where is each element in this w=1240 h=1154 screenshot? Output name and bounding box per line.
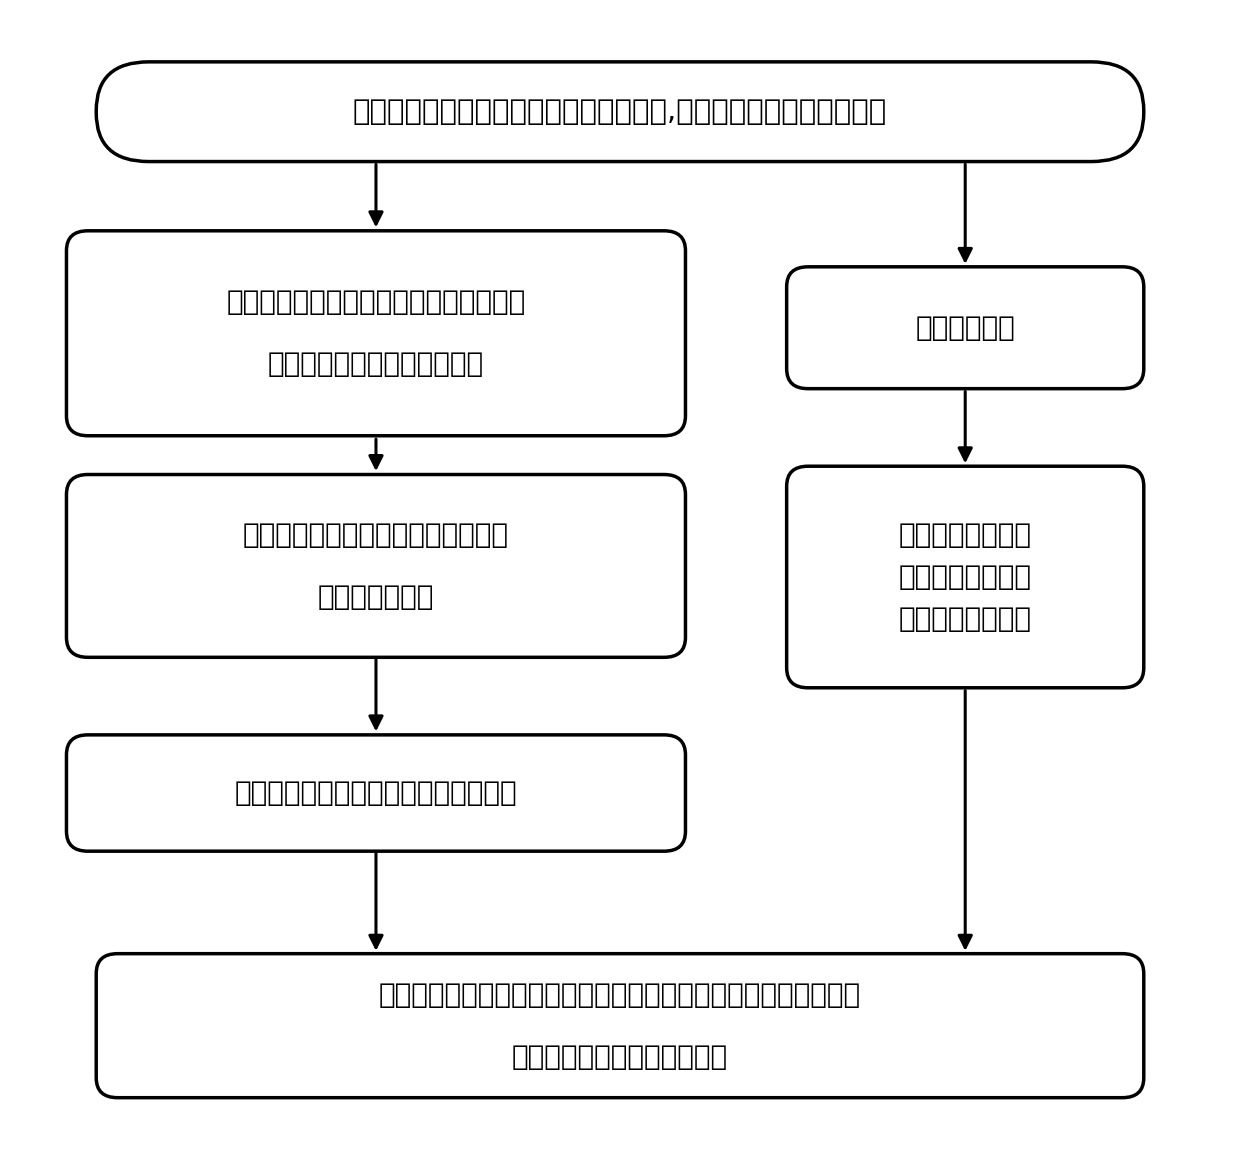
Text: 由卫星信号和干扰信号的达到角，计算卫: 由卫星信号和干扰信号的达到角，计算卫 bbox=[227, 288, 526, 316]
Text: 将非凸优化约束条件转化为凸优化形式: 将非凸优化约束条件转化为凸优化形式 bbox=[234, 779, 517, 807]
Text: 根据噪声功率确定: 根据噪声功率确定 bbox=[899, 520, 1032, 549]
FancyBboxPatch shape bbox=[97, 62, 1143, 162]
Text: 阵的对角加载因子: 阵的对角加载因子 bbox=[899, 605, 1032, 634]
FancyBboxPatch shape bbox=[786, 267, 1143, 389]
Text: 阵列最优权值，获取卫星波束: 阵列最优权值，获取卫星波束 bbox=[512, 1043, 728, 1071]
FancyBboxPatch shape bbox=[67, 735, 686, 852]
Text: 建立基于角度约束的波束形成代价函数，并采用凸优化工具箱求解: 建立基于角度约束的波束形成代价函数，并采用凸优化工具箱求解 bbox=[379, 981, 861, 1009]
Text: 阵列天线接收卫星信号、干扰信号和噪声,建立阵列天线接收信号模型: 阵列天线接收卫星信号、干扰信号和噪声,建立阵列天线接收信号模型 bbox=[353, 98, 887, 126]
Text: 接收信号协方差矩: 接收信号协方差矩 bbox=[899, 563, 1032, 591]
FancyBboxPatch shape bbox=[786, 466, 1143, 688]
Text: 根据卫星信号到达角范围确定阵列天: 根据卫星信号到达角范围确定阵列天 bbox=[243, 520, 508, 549]
Text: 星信号和干扰信号的导向矢量: 星信号和干扰信号的导向矢量 bbox=[268, 351, 484, 379]
Text: 获取噪声功率: 获取噪声功率 bbox=[915, 314, 1016, 342]
FancyBboxPatch shape bbox=[97, 953, 1143, 1097]
FancyBboxPatch shape bbox=[67, 474, 686, 658]
Text: 线幅值响应区间: 线幅值响应区间 bbox=[317, 583, 434, 610]
FancyBboxPatch shape bbox=[67, 231, 686, 436]
